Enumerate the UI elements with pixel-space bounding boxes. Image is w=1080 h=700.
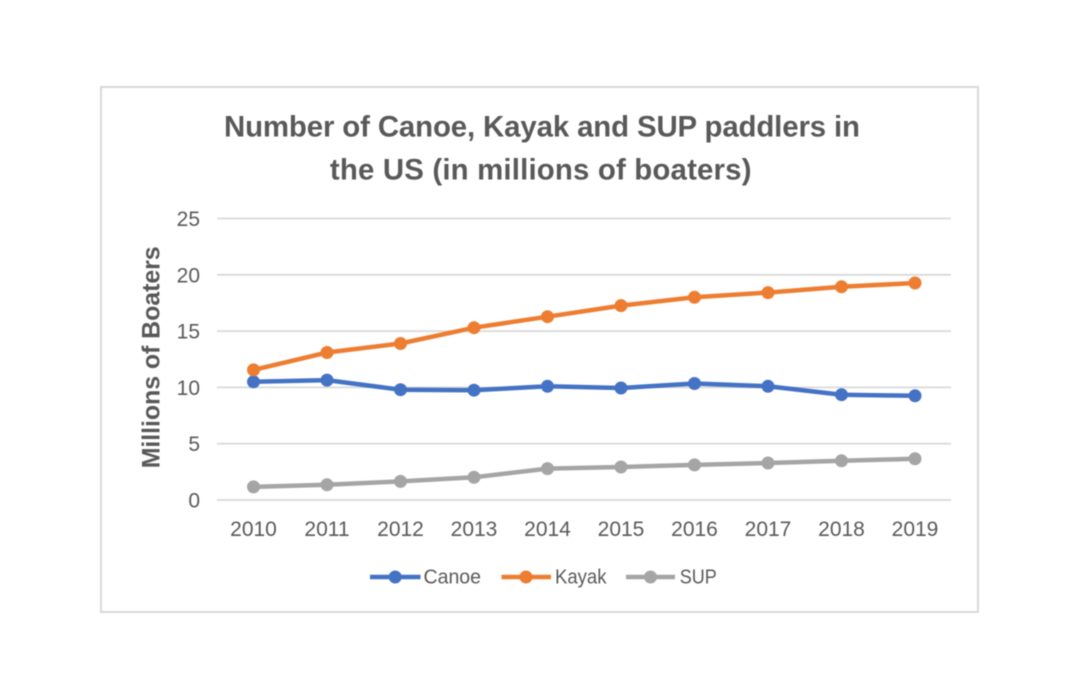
svg-text:2014: 2014: [524, 518, 571, 541]
svg-text:20: 20: [177, 264, 200, 287]
svg-text:5: 5: [188, 433, 200, 456]
svg-text:2010: 2010: [230, 518, 277, 541]
svg-text:2019: 2019: [892, 518, 939, 541]
svg-text:2011: 2011: [304, 518, 349, 541]
svg-text:Number of Canoe, Kayak and SUP: Number of Canoe, Kayak and SUP paddlers …: [224, 111, 860, 144]
svg-text:15: 15: [177, 321, 200, 344]
svg-text:SUP: SUP: [680, 566, 717, 589]
svg-text:2013: 2013: [451, 518, 498, 541]
svg-text:2015: 2015: [598, 518, 645, 541]
svg-text:2017: 2017: [745, 518, 792, 541]
svg-text:Millions of Boaters: Millions of Boaters: [138, 246, 166, 468]
svg-text:2016: 2016: [671, 518, 718, 541]
svg-text:10: 10: [177, 377, 200, 400]
svg-text:Canoe: Canoe: [424, 566, 482, 589]
svg-text:2012: 2012: [377, 518, 424, 541]
svg-text:Kayak: Kayak: [555, 566, 607, 589]
svg-text:25: 25: [177, 208, 200, 231]
svg-text:0: 0: [188, 490, 200, 513]
svg-text:2018: 2018: [818, 518, 865, 541]
svg-text:the US (in millions of boaters: the US (in millions of boaters): [330, 154, 752, 187]
